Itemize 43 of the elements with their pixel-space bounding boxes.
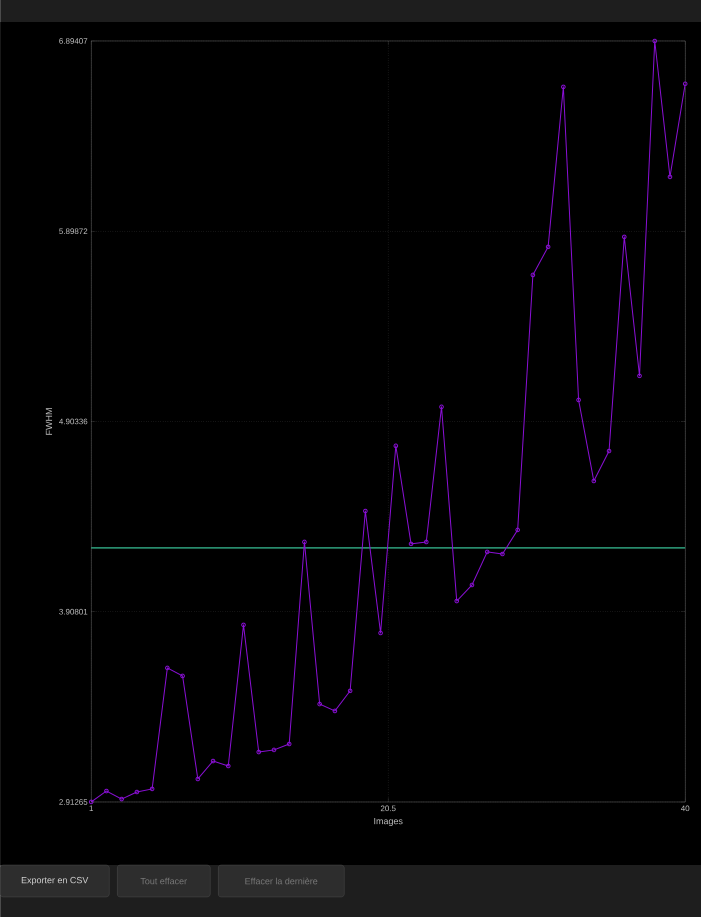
point [256, 750, 261, 754]
point [668, 174, 672, 180]
point [378, 630, 383, 636]
point [286, 742, 292, 746]
point [272, 748, 276, 752]
point [530, 272, 536, 278]
y-axis-title: FWHM [46, 408, 52, 435]
point [484, 550, 490, 554]
point [302, 540, 307, 544]
point [560, 84, 566, 90]
point [515, 528, 520, 532]
point [652, 38, 657, 44]
point [348, 688, 352, 694]
point [241, 622, 246, 628]
point [134, 790, 140, 794]
point [576, 398, 581, 402]
point [180, 674, 185, 678]
point [393, 444, 398, 448]
point [317, 702, 322, 706]
point [637, 374, 642, 378]
point [500, 552, 505, 556]
text: Tout effacer [140, 878, 187, 884]
point [150, 786, 154, 792]
point [424, 540, 428, 544]
point [164, 666, 170, 670]
point [622, 234, 626, 240]
point [210, 758, 216, 764]
point [226, 764, 230, 768]
text: Exporter en CSV [22, 876, 88, 886]
point [591, 478, 596, 484]
point [104, 788, 109, 794]
point [470, 582, 474, 588]
text: Effacer la dernière [245, 878, 318, 884]
point [454, 598, 459, 604]
point [362, 508, 368, 514]
point [119, 796, 124, 802]
point [546, 244, 550, 250]
x-axis-title: Images [374, 818, 402, 826]
point [195, 776, 200, 782]
point [408, 542, 414, 546]
point [606, 448, 612, 454]
point [332, 708, 338, 714]
point [439, 404, 444, 410]
